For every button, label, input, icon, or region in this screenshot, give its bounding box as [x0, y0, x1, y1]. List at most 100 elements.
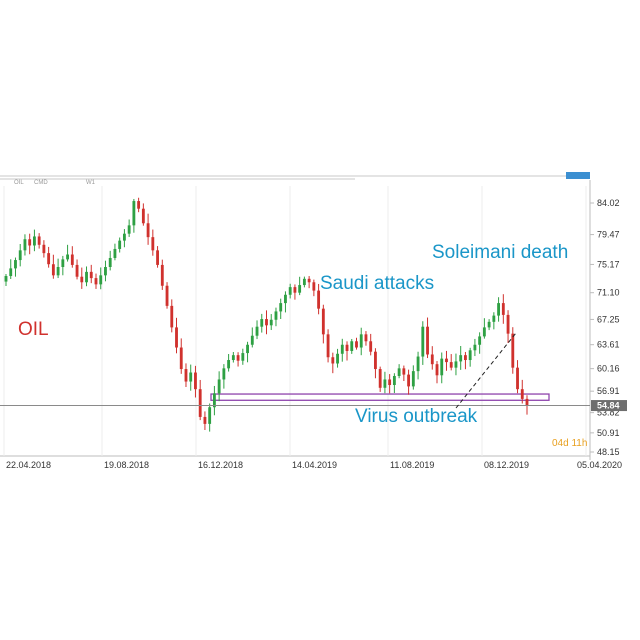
candle-body	[445, 358, 448, 363]
y-tick-label: 56.91	[597, 386, 620, 396]
candle-body	[473, 344, 477, 351]
candle-body	[208, 407, 212, 424]
candle-body	[137, 201, 141, 209]
candle-body	[32, 236, 36, 246]
candle-timer: 04d 11h	[552, 438, 587, 449]
x-tick-label: 11.08.2019	[390, 460, 434, 470]
annotation-virus-outbreak: Virus outbreak	[355, 406, 478, 427]
x-tick-label: 16.12.2018	[198, 460, 243, 470]
candle-body	[132, 201, 136, 226]
candle-body	[459, 355, 463, 362]
candle-body	[497, 303, 501, 316]
candle-body	[75, 264, 79, 277]
candle-body	[359, 334, 363, 348]
candle-body	[160, 264, 164, 286]
candle-body	[66, 254, 69, 260]
candle-body	[279, 303, 283, 312]
candle-body	[482, 327, 486, 337]
candle-body	[236, 355, 240, 361]
candle-body	[520, 389, 524, 399]
candle-body	[350, 341, 354, 351]
x-tick-label: 19.08.2018	[104, 460, 149, 470]
candle-body	[293, 287, 297, 293]
candle-body	[345, 344, 349, 351]
candle-body	[388, 379, 392, 386]
y-tick-label: 67.25	[597, 314, 620, 324]
y-tick-label: 48.15	[597, 447, 620, 457]
candle-body	[4, 276, 8, 282]
candle-body	[506, 314, 510, 334]
candle-body	[108, 257, 112, 268]
candle-body	[260, 319, 264, 327]
candle-body	[435, 364, 439, 376]
candle-body	[56, 267, 60, 276]
dashed-trend-line	[455, 332, 517, 409]
candle-body	[198, 389, 202, 417]
current-price-value: 54.84	[597, 401, 620, 411]
candle-body	[468, 350, 472, 361]
candle-body	[511, 333, 515, 368]
support-zone-rect	[210, 393, 550, 401]
candle-body	[222, 368, 226, 380]
candle-body	[340, 344, 344, 354]
x-tick-label: 14.04.2019	[292, 460, 337, 470]
candle-body	[37, 236, 41, 245]
candle-body	[122, 233, 126, 241]
candle-body	[80, 276, 84, 283]
y-tick-label: 75.17	[597, 259, 620, 269]
candle-body	[265, 319, 268, 326]
chart-title-oil: OIL	[18, 319, 49, 340]
candle-body	[212, 393, 216, 408]
y-axis-ticks: 84.02 79.47 75.17 71.10 67.25 63.61 60.16 56.91…	[597, 198, 620, 457]
candle-body	[250, 335, 254, 345]
y-tick-label: 60.16	[597, 364, 620, 374]
candle-body	[288, 287, 292, 295]
candle-body	[14, 260, 17, 269]
x-tick-label: 05.04.2020	[577, 460, 622, 470]
candle-body	[89, 271, 93, 279]
candle-body	[397, 368, 401, 376]
candle-body	[184, 369, 188, 382]
candle-body	[9, 268, 13, 277]
candle-body	[298, 285, 302, 293]
candle-body	[85, 271, 88, 283]
candle-body	[156, 250, 159, 265]
x-tick-label: 08.12.2019	[484, 460, 529, 470]
candle-body	[241, 353, 245, 361]
candle-body	[146, 223, 150, 238]
candle-body	[487, 321, 491, 328]
candle-body	[416, 356, 420, 372]
candle-body	[127, 225, 131, 234]
candle-body	[231, 355, 235, 361]
candle-body	[70, 254, 74, 265]
candle-body	[426, 326, 429, 355]
y-tick-label: 63.61	[597, 340, 620, 350]
candle-body	[440, 358, 444, 376]
support-zone	[210, 393, 550, 401]
candle-body	[104, 267, 107, 276]
candle-body	[307, 278, 311, 283]
candle-body	[383, 379, 387, 388]
candle-body	[269, 319, 273, 326]
header-timeframe: W1	[86, 180, 96, 186]
candle-body	[492, 315, 496, 322]
header-market: CMD	[34, 180, 48, 186]
candles	[4, 197, 529, 432]
chart-header: OIL CMD W1	[0, 172, 590, 186]
candle-body	[189, 372, 193, 382]
candle-body	[94, 278, 98, 285]
candle-body	[402, 368, 406, 375]
candle-body	[392, 375, 396, 386]
candle-body	[141, 208, 145, 224]
y-tick-label: 53.82	[597, 408, 620, 418]
candle-body	[47, 253, 51, 265]
candle-body	[194, 372, 197, 390]
candle-body	[42, 244, 46, 254]
header-badge	[566, 172, 590, 179]
candle-body	[255, 326, 259, 336]
candle-body	[61, 259, 65, 268]
candle-body	[28, 239, 32, 246]
candle-body	[478, 336, 482, 345]
y-tick-label: 50.91	[597, 428, 620, 438]
